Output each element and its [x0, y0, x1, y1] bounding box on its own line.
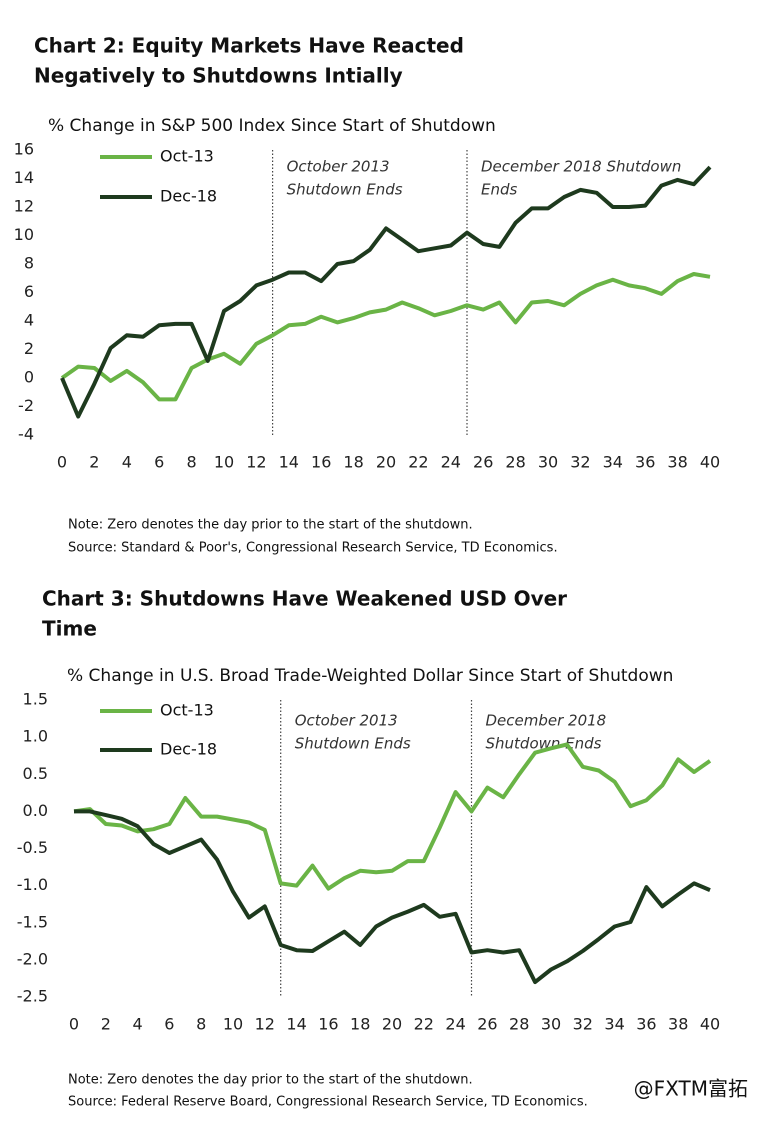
y-tick-label: 2 [24, 339, 34, 358]
x-tick-label: 36 [636, 1015, 656, 1034]
annotation-text: October 2013 [295, 712, 398, 730]
note: Note: Zero denotes the day prior to the … [68, 1073, 473, 1088]
x-tick-label: 30 [541, 1015, 561, 1034]
annotation-text: Ends [481, 181, 518, 199]
y-tick-label: -2.0 [17, 949, 48, 968]
legend-label: Oct-13 [160, 701, 214, 720]
x-tick-label: 32 [570, 453, 590, 472]
x-tick-label: 20 [382, 1015, 402, 1034]
x-tick-label: 16 [311, 453, 331, 472]
y-tick-label: 4 [24, 311, 34, 330]
x-tick-label: 0 [69, 1015, 79, 1034]
series-line [73, 742, 712, 891]
note: Source: Federal Reserve Board, Congressi… [68, 1095, 588, 1110]
series-line [60, 272, 711, 402]
x-tick-label: 0 [57, 453, 67, 472]
x-tick-label: 14 [279, 453, 299, 472]
y-tick-label: 1.0 [23, 727, 48, 746]
legend-label: Oct-13 [160, 147, 214, 166]
x-tick-label: 18 [343, 453, 363, 472]
chart-title: Negatively to Shutdowns Intially [34, 64, 403, 88]
y-tick-label: 12 [14, 197, 34, 216]
chart-title: Chart 2: Equity Markets Have Reacted [34, 34, 464, 58]
series-line [74, 809, 711, 985]
note: Source: Standard & Poor's, Congressional… [68, 541, 558, 556]
chart-title: Time [42, 617, 97, 641]
annotation-text: December 2018 Shutdown [481, 158, 681, 176]
x-tick-label: 20 [376, 453, 396, 472]
annotation-text: December 2018 [486, 712, 607, 730]
x-tick-label: 12 [246, 453, 266, 472]
x-tick-label: 8 [196, 1015, 206, 1034]
note: Note: Zero denotes the day prior to the … [68, 518, 473, 533]
y-tick-label: 16 [14, 140, 34, 159]
x-tick-label: 26 [473, 453, 493, 472]
chart-subtitle: % Change in U.S. Broad Trade-Weighted Do… [67, 666, 673, 686]
y-tick-label: 6 [24, 282, 34, 301]
watermark: @FXTM富拓 [634, 1077, 748, 1101]
x-tick-label: 2 [89, 453, 99, 472]
legend-label: Dec-18 [160, 187, 217, 206]
chart-title: Chart 3: Shutdowns Have Weakened USD Ove… [42, 587, 567, 611]
x-tick-label: 22 [414, 1015, 434, 1034]
x-tick-label: 22 [408, 453, 428, 472]
y-tick-label: 0.5 [23, 764, 48, 783]
x-tick-label: 12 [255, 1015, 275, 1034]
y-tick-label: -2 [18, 396, 34, 415]
y-tick-label: -4 [18, 425, 34, 444]
x-tick-label: 26 [477, 1015, 497, 1034]
y-tick-label: -1.0 [17, 875, 48, 894]
y-tick-label: -0.5 [17, 838, 48, 857]
y-tick-label: 1.5 [23, 690, 48, 709]
x-tick-label: 24 [441, 453, 461, 472]
x-tick-label: 14 [286, 1015, 306, 1034]
x-tick-label: 34 [603, 453, 623, 472]
annotation-text: Shutdown Ends [486, 735, 602, 753]
x-tick-label: 18 [350, 1015, 370, 1034]
x-tick-label: 16 [318, 1015, 338, 1034]
x-tick-label: 24 [445, 1015, 465, 1034]
annotation-text: October 2013 [287, 158, 390, 176]
x-tick-label: 30 [538, 453, 558, 472]
x-tick-label: 2 [101, 1015, 111, 1034]
x-tick-label: 34 [604, 1015, 624, 1034]
y-tick-label: 10 [14, 225, 34, 244]
chart-subtitle: % Change in S&P 500 Index Since Start of… [48, 116, 496, 136]
y-tick-label: 0 [24, 368, 34, 387]
x-tick-label: 28 [509, 1015, 529, 1034]
x-tick-label: 8 [187, 453, 197, 472]
x-tick-label: 38 [667, 453, 687, 472]
x-tick-label: 6 [164, 1015, 174, 1034]
x-tick-label: 4 [133, 1015, 143, 1034]
annotation-text: Shutdown Ends [295, 735, 411, 753]
x-tick-label: 28 [505, 453, 525, 472]
y-tick-label: 14 [14, 168, 34, 187]
x-tick-label: 10 [214, 453, 234, 472]
y-tick-label: 8 [24, 254, 34, 273]
x-tick-label: 38 [668, 1015, 688, 1034]
x-tick-label: 40 [700, 453, 720, 472]
x-tick-label: 40 [700, 1015, 720, 1034]
annotation-text: Shutdown Ends [287, 181, 403, 199]
x-tick-label: 10 [223, 1015, 243, 1034]
y-tick-label: 0.0 [23, 801, 48, 820]
series-line [60, 165, 712, 419]
y-tick-label: -2.5 [17, 987, 48, 1006]
x-tick-label: 4 [122, 453, 132, 472]
legend-label: Dec-18 [160, 740, 217, 759]
x-tick-label: 36 [635, 453, 655, 472]
x-tick-label: 6 [154, 453, 164, 472]
y-tick-label: -1.5 [17, 912, 48, 931]
x-tick-label: 32 [573, 1015, 593, 1034]
